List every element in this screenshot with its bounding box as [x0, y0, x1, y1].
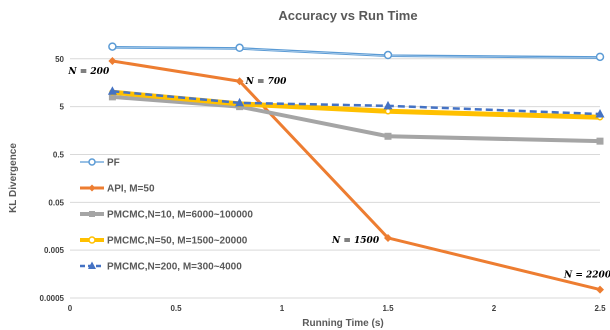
series-line [112, 59, 601, 292]
series-layer [107, 42, 605, 294]
y-tick-label: 50 [55, 55, 64, 64]
annotation-label: N = 2200 [563, 271, 610, 281]
legend-item: PF [80, 158, 120, 169]
series-5 [107, 86, 605, 118]
series-line [112, 89, 601, 120]
legend-label: API, M=50 [107, 184, 155, 195]
data-point [235, 77, 244, 86]
data-point [235, 43, 244, 53]
legend-marker [89, 211, 95, 217]
y-tick-label: 0.5 [53, 150, 65, 159]
data-point [383, 100, 393, 110]
x-tick-label: 0.5 [170, 304, 182, 313]
data-point [108, 56, 117, 65]
y-tick-label: 5 [60, 103, 65, 112]
annotation-label: N = 700 [245, 77, 288, 87]
x-tick-label: 2 [492, 304, 497, 313]
x-tick-label: 2.5 [594, 304, 606, 313]
chart-title: Accuracy vs Run Time [278, 8, 417, 23]
data-point [384, 108, 392, 115]
series-line [112, 94, 601, 144]
legend: PF API, M=50 PMCMC,N=10, M=6000~100000 PMCM… [80, 158, 253, 273]
x-tick-label: 1 [280, 304, 285, 313]
y-tick-label: 0.005 [44, 246, 65, 255]
y-tick-label: 0.0005 [40, 294, 65, 303]
data-point [384, 233, 392, 242]
annotation-label: N = 1500 [331, 236, 380, 246]
legend-item: PMCMC,N=200, M=300~4000 [80, 261, 242, 273]
data-point [596, 137, 604, 145]
data-point [108, 42, 117, 51]
legend-label: PF [107, 158, 120, 169]
y-axis-ticks: 0.0005 0.005 0.05 0.5 5 50 [40, 55, 65, 303]
x-tick-label: 0 [68, 304, 73, 313]
x-axis-ticks: 0 0.5 1 1.5 2 2.5 [68, 304, 606, 313]
data-point [235, 97, 245, 107]
series-line [112, 89, 601, 116]
legend-marker [88, 236, 96, 244]
data-point [384, 132, 392, 140]
legend-item: PMCMC,N=50, M=1500~20000 [80, 236, 248, 247]
data-point [595, 52, 605, 62]
legend-label: PMCMC,N=50, M=1500~20000 [107, 236, 248, 247]
x-axis-title: Running Time (s) [302, 318, 383, 329]
y-axis-title: KL Divergence [8, 143, 19, 213]
series-2 [108, 56, 604, 294]
data-point [108, 93, 116, 101]
x-tick-label: 1.5 [382, 304, 394, 313]
legend-marker [88, 261, 96, 269]
data-point [107, 86, 117, 95]
legend-item: PMCMC,N=10, M=6000~100000 [80, 210, 253, 221]
legend-label: PMCMC,N=10, M=6000~100000 [107, 210, 253, 221]
annotation-label: N = 200 [67, 67, 110, 77]
data-point [383, 50, 393, 60]
legend-item: API, M=50 [80, 184, 155, 195]
legend-marker [88, 184, 96, 192]
series-line [112, 45, 601, 58]
annotations: N = 200 N = 700 N = 1500 N = 2200 [67, 67, 610, 281]
series-line-outline [112, 47, 601, 59]
legend-marker [88, 158, 96, 166]
series-1 [108, 42, 605, 62]
data-point [596, 285, 604, 294]
data-point [595, 109, 605, 118]
legend-label: PMCMC,N=200, M=300~4000 [107, 262, 242, 273]
y-tick-label: 0.05 [48, 198, 64, 207]
